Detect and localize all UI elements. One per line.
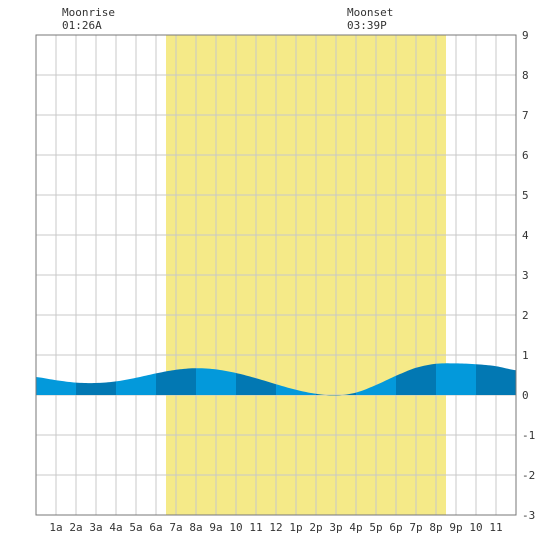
tide-segment (276, 384, 316, 395)
tide-segment (196, 368, 236, 395)
moonrise-label: Moonrise (62, 6, 115, 19)
x-tick-label: 8p (429, 521, 442, 534)
x-tick-label: 5p (369, 521, 382, 534)
y-tick-label: 0 (522, 389, 529, 402)
x-tick-label: 7a (169, 521, 182, 534)
x-axis-labels: 1a 2a 3a 4a 5a 6a 7a 8a 9a 10 11 12 1p 2p 3p 4p 5p 6p 7p 8p… (49, 521, 502, 534)
tide-segment (156, 368, 196, 395)
tide-area (36, 363, 516, 396)
y-tick-label: -3 (522, 509, 535, 522)
moonset-time: 03:39P (347, 19, 387, 32)
plot-frame (35, 34, 517, 516)
x-tick-label: 6a (149, 521, 162, 534)
x-tick-label: 11 (489, 521, 502, 534)
tide-segment (356, 375, 396, 395)
x-tick-label: 2a (69, 521, 82, 534)
x-tick-label: 9a (209, 521, 222, 534)
x-tick-label: 10 (469, 521, 482, 534)
y-tick-label: 8 (522, 69, 529, 82)
grid (36, 35, 516, 515)
x-tick-label: 5a (129, 521, 142, 534)
x-tick-label: 2p (309, 521, 322, 534)
tide-segment (396, 363, 436, 395)
x-tick-label: 4p (349, 521, 362, 534)
x-tick-label: 4a (109, 521, 122, 534)
tide-segment (476, 364, 516, 395)
x-tick-label: 1a (49, 521, 62, 534)
y-tick-label: 9 (522, 29, 529, 42)
tide-segment (76, 381, 116, 395)
tide-segment (236, 373, 276, 395)
x-tick-label: 11 (249, 521, 262, 534)
tide-segment (36, 377, 76, 395)
tide-segment (436, 363, 476, 395)
y-tick-label: 4 (522, 229, 529, 242)
x-tick-label: 3a (89, 521, 102, 534)
y-tick-label: 1 (522, 349, 529, 362)
tide-segment (316, 392, 356, 396)
x-tick-label: 9p (449, 521, 462, 534)
x-tick-label: 1p (289, 521, 302, 534)
moonrise-time: 01:26A (62, 19, 102, 32)
tide-segment (116, 373, 156, 395)
x-tick-label: 7p (409, 521, 422, 534)
y-tick-label: -2 (522, 469, 535, 482)
y-tick-label: 5 (522, 189, 529, 202)
moonset-label: Moonset (347, 6, 393, 19)
y-tick-label: -1 (522, 429, 535, 442)
y-tick-label: 7 (522, 109, 529, 122)
y-tick-label: 6 (522, 149, 529, 162)
x-tick-label: 8a (189, 521, 202, 534)
x-tick-label: 12 (269, 521, 282, 534)
x-tick-label: 6p (389, 521, 402, 534)
y-tick-label: 3 (522, 269, 529, 282)
y-tick-label: 2 (522, 309, 529, 322)
x-tick-label: 10 (229, 521, 242, 534)
y-axis-labels: 9 8 7 6 5 4 3 2 1 0 -1 -2 -3 (522, 29, 535, 522)
x-tick-label: 3p (329, 521, 342, 534)
